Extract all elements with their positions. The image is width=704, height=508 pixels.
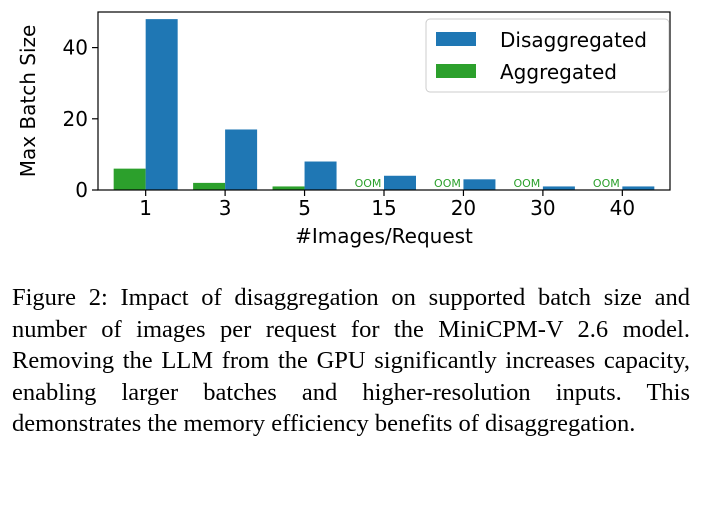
- bar-disaggregated-40: [622, 186, 655, 190]
- x-axis-ticks: 1 3 5 15 20 30 40: [139, 190, 635, 220]
- bar-disaggregated-15: [384, 175, 416, 190]
- x-tick-label-40: 40: [610, 196, 635, 220]
- legend-swatch-disaggregated: [436, 32, 476, 46]
- legend: Disaggregated Aggregated: [425, 18, 670, 93]
- bar-aggregated-1: [113, 168, 146, 190]
- bar-disaggregated-30: [542, 186, 575, 190]
- bar-disaggregated-3: [225, 129, 258, 190]
- y-tick-label-40: 40: [63, 36, 88, 60]
- bar-chart: OOM OOM OOM OOM 0 20 40 1 3 5 15 20 30 40 Max Batch…: [16, 11, 671, 248]
- bars-layer: [113, 19, 655, 191]
- figure-caption: Figure 2: Impact of disaggregation on su…: [12, 284, 690, 437]
- oom-label-40: OOM: [593, 177, 620, 190]
- y-axis-label: Max Batch Size: [16, 25, 40, 178]
- x-axis-label: #Images/Request: [295, 224, 473, 248]
- x-tick-label-15: 15: [371, 196, 396, 220]
- legend-box: [425, 18, 670, 93]
- oom-label-15: OOM: [355, 177, 382, 190]
- legend-label-aggregated: Aggregated: [500, 60, 617, 84]
- y-tick-label-0: 0: [75, 178, 88, 202]
- legend-label-disaggregated: Disaggregated: [500, 28, 647, 52]
- oom-label-30: OOM: [513, 177, 540, 190]
- x-tick-label-20: 20: [451, 196, 476, 220]
- x-tick-label-30: 30: [530, 196, 555, 220]
- bar-disaggregated-5: [304, 161, 337, 190]
- bar-aggregated-3: [193, 182, 226, 190]
- y-tick-label-20: 20: [63, 107, 88, 131]
- bar-disaggregated-1: [145, 19, 178, 191]
- x-tick-label-1: 1: [139, 196, 152, 220]
- y-axis-ticks: 0 20 40: [63, 36, 98, 202]
- oom-label-20: OOM: [434, 177, 461, 190]
- legend-swatch-aggregated: [436, 64, 476, 78]
- bar-aggregated-5: [272, 186, 305, 190]
- x-tick-label-3: 3: [219, 196, 232, 220]
- x-tick-label-5: 5: [298, 196, 311, 220]
- oom-labels: OOM OOM OOM OOM: [355, 177, 620, 190]
- bar-disaggregated-20: [463, 179, 496, 190]
